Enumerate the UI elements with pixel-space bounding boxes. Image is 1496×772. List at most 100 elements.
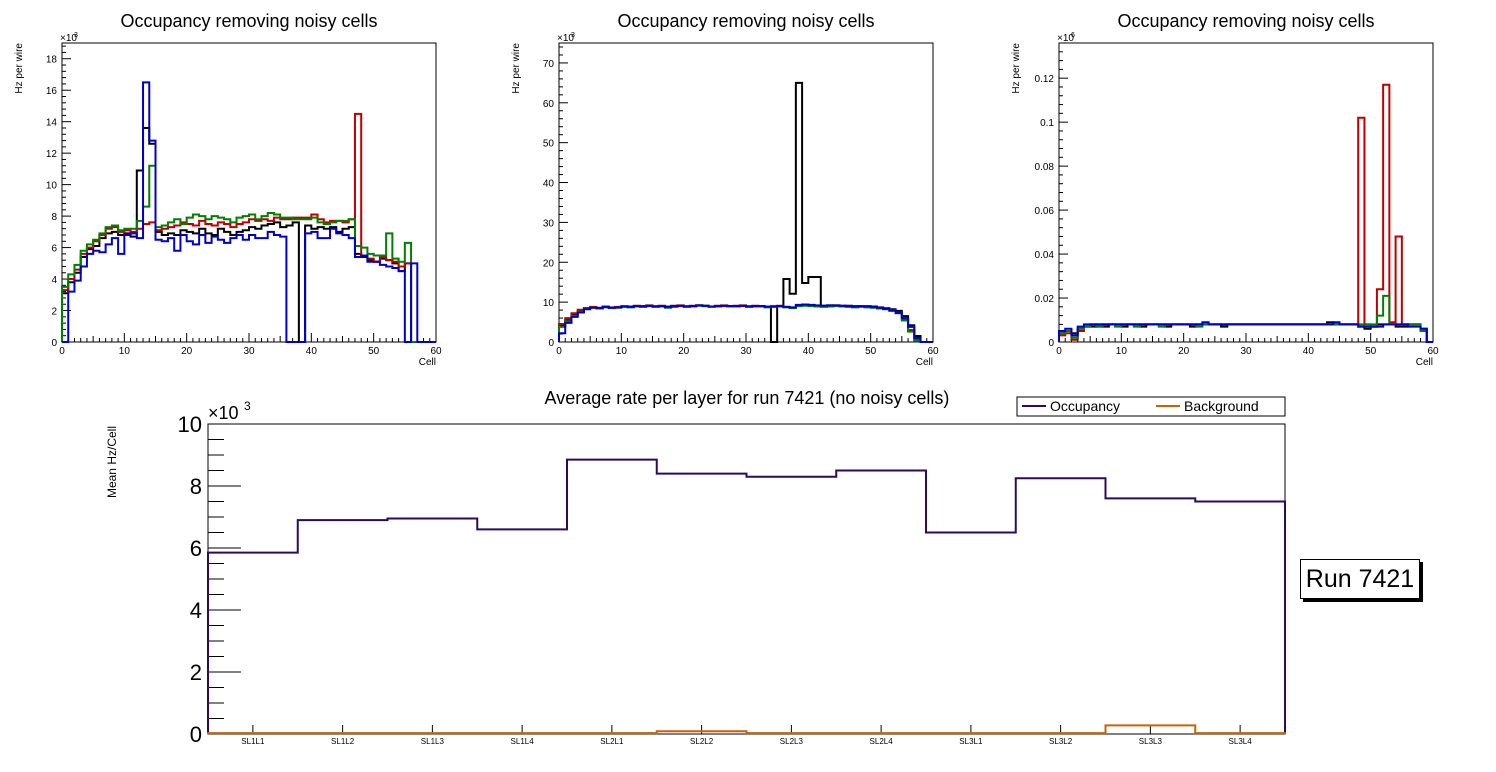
x-tick-label: SL3L2 [1049, 737, 1073, 746]
y-tick-label: 8 [51, 212, 57, 223]
y-axis-ticks [62, 45, 71, 343]
y-exponent-base: ×10 [60, 33, 77, 44]
y-exponent-base: ×10 [1057, 33, 1074, 44]
x-tick-label: SL1L3 [421, 737, 445, 746]
x-tick-label: 50 [1365, 346, 1377, 357]
y-axis-label: Hz per wire [1011, 43, 1022, 94]
series-line-layer3 [61, 164, 436, 343]
x-tick-label: 10 [1116, 346, 1128, 357]
y-tick-label: 18 [46, 55, 58, 66]
plot-frame [558, 42, 934, 343]
series-line-layer4 [1058, 321, 1433, 343]
x-tick-label: 0 [1056, 346, 1062, 357]
x-tick-label: SL3L3 [1139, 737, 1163, 746]
y-tick-label: 50 [543, 139, 555, 150]
x-tick-label: 40 [1303, 346, 1315, 357]
plot-frame [61, 42, 437, 343]
y-axis-ticks [559, 46, 568, 343]
x-tick-label: 60 [430, 346, 442, 357]
y-tick-label: 6 [51, 244, 57, 255]
y-tick-label: 10 [178, 412, 202, 437]
y-exponent-base: ×10 [208, 403, 239, 423]
x-tick-label: 10 [119, 346, 131, 357]
x-tick-label: SL1L4 [511, 737, 535, 746]
y-tick-label: 10 [46, 181, 58, 192]
series-line-layer4 [62, 81, 436, 343]
y-tick-label: 8 [190, 474, 202, 499]
series-line-layer2 [1058, 83, 1433, 343]
y-tick-label: 2 [51, 307, 57, 318]
y-tick-label: 0 [190, 722, 202, 747]
x-tick-label: 20 [678, 346, 690, 357]
series-line-layer1 [558, 81, 933, 343]
y-tick-label: 6 [190, 536, 202, 561]
x-tick-label: SL3L4 [1229, 737, 1253, 746]
y-tick-label: 0.08 [1035, 162, 1055, 173]
y-tick-label: 0.06 [1035, 206, 1055, 217]
y-tick-label: 30 [543, 218, 555, 229]
series-line-layer1 [61, 126, 436, 343]
run-label: Run 7421 [1305, 564, 1415, 593]
chart-average-rate-per-layer: Average rate per layer for run 7421 (no … [105, 388, 1286, 747]
y-tick-label: 0.12 [1035, 74, 1055, 85]
x-tick-label: 0 [556, 346, 562, 357]
chart-title: Occupancy removing noisy cells [617, 11, 874, 31]
y-tick-label: 12 [46, 149, 58, 160]
y-tick-label: 0 [51, 338, 57, 349]
chart-title: Average rate per layer for run 7421 (no … [545, 388, 950, 408]
x-tick-label: 40 [306, 346, 318, 357]
y-exponent-power: 6 [1071, 32, 1075, 39]
x-tick-label: SL2L3 [780, 737, 804, 746]
x-tick-label: 40 [803, 346, 815, 357]
y-tick-label: 2 [190, 660, 202, 685]
chart-title: Occupancy removing noisy cells [120, 11, 377, 31]
x-tick-label: SL3L1 [959, 737, 983, 746]
y-exponent-power: 3 [74, 32, 78, 39]
chart-occupancy-sl1: Occupancy removing noisy cells ×103 Cell Hz… [14, 11, 442, 368]
chart-occupancy-sl2: Occupancy removing noisy cells ×103 Cell Hz… [511, 11, 939, 368]
plot-frame [207, 423, 1286, 735]
run-label-box: Run 7421 [1300, 559, 1420, 599]
y-tick-label: 0 [548, 338, 554, 349]
y-tick-label: 0 [1048, 338, 1054, 349]
y-tick-label: 40 [543, 179, 555, 190]
legend-label-occupancy: Occupancy [1050, 398, 1120, 414]
y-exponent-power: 3 [571, 32, 575, 39]
y-axis-label: Hz per wire [14, 43, 25, 94]
x-tick-label: 60 [927, 346, 939, 357]
x-tick-label: SL2L2 [690, 737, 714, 746]
y-axis-label: Hz per wire [511, 43, 522, 94]
legend-label-background: Background [1184, 398, 1259, 414]
y-tick-label: 4 [190, 598, 202, 623]
x-axis-label: Cell [1416, 357, 1433, 368]
series-line-layer4 [558, 303, 933, 343]
x-tick-label: 60 [1427, 346, 1439, 357]
y-exponent-base: ×10 [557, 33, 574, 44]
x-tick-label: 30 [243, 346, 255, 357]
y-axis-ticks [208, 423, 241, 735]
x-axis-ticks [61, 333, 437, 342]
y-tick-label: 16 [46, 86, 58, 97]
x-tick-label: SL2L4 [870, 737, 894, 746]
y-tick-label: 10 [543, 298, 555, 309]
y-tick-label: 60 [543, 99, 555, 110]
x-tick-label: SL2L1 [600, 737, 624, 746]
x-tick-label: 0 [59, 346, 65, 357]
y-tick-label: 4 [51, 275, 57, 286]
chart-title: Occupancy removing noisy cells [1117, 11, 1374, 31]
y-tick-label: 70 [543, 59, 555, 70]
x-axis-label: Cell [419, 357, 436, 368]
x-tick-label: SL1L2 [331, 737, 355, 746]
y-exponent-power: 3 [244, 399, 251, 413]
series-line-background [207, 724, 1286, 735]
y-tick-label: 0.1 [1040, 118, 1054, 129]
x-tick-label: 50 [865, 346, 877, 357]
x-tick-label: 10 [616, 346, 628, 357]
y-tick-label: 14 [46, 118, 58, 129]
x-tick-label: 20 [1178, 346, 1190, 357]
y-axis-ticks [1059, 42, 1068, 343]
x-axis-ticks [1058, 333, 1434, 342]
x-tick-label: SL1L1 [241, 737, 265, 746]
x-tick-label: 30 [1240, 346, 1252, 357]
